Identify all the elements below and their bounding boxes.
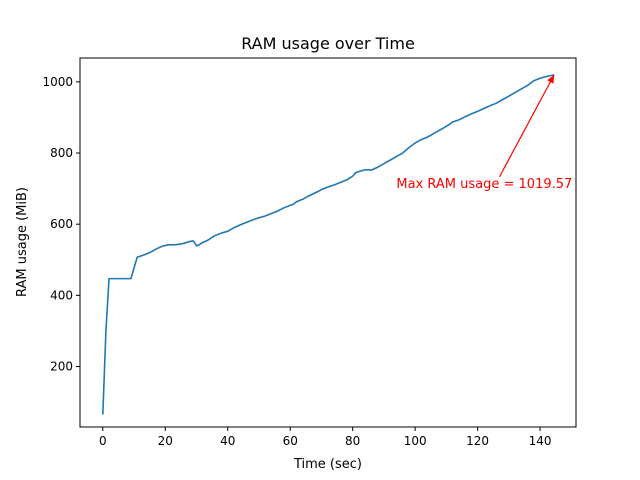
y-tick-label: 800	[50, 146, 73, 160]
y-axis-ticks: 200 400 600 800 1000	[42, 75, 80, 374]
annotation-arrow-head	[547, 74, 555, 84]
x-tick-label: 60	[283, 434, 298, 448]
annotation-arrow-line	[498, 74, 555, 178]
ram-usage-series-line	[102, 74, 555, 415]
y-axis-label: RAM usage (MiB)	[15, 187, 30, 297]
x-tick-label: 100	[404, 434, 427, 448]
x-tick-label: 0	[99, 434, 107, 448]
x-tick-label: 40	[220, 434, 235, 448]
y-tick-label: 400	[50, 288, 73, 302]
x-axis-ticks: 0 20 40 60 80 100 120 140	[99, 427, 552, 448]
x-tick-label: 80	[345, 434, 360, 448]
annotation: Max RAM usage = 1019.57	[396, 74, 572, 192]
y-tick-label: 200	[50, 360, 73, 374]
y-tick-label: 1000	[42, 75, 73, 89]
chart-title: RAM usage over Time	[241, 34, 415, 53]
y-tick-label: 600	[50, 217, 73, 231]
axes-frame	[79, 57, 577, 428]
annotation-text: Max RAM usage = 1019.57	[396, 177, 572, 192]
x-tick-label: 140	[529, 434, 552, 448]
x-tick-label: 120	[466, 434, 489, 448]
x-tick-label: 20	[158, 434, 173, 448]
plot-area	[102, 74, 555, 415]
x-axis-label: Time (sec)	[293, 457, 362, 472]
